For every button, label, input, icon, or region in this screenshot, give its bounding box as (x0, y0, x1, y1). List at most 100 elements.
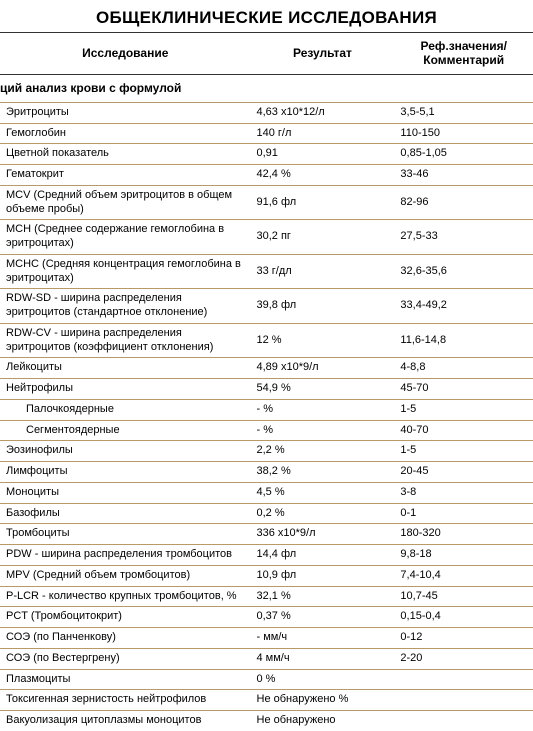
table-row: Цветной показатель0,910,85-1,05 (0, 144, 533, 165)
cell-name: Эозинофилы (0, 441, 251, 462)
table-row: PDW - ширина распределения тромбоцитов14… (0, 545, 533, 566)
cell-name: MCV (Средний объем эритроцитов в общем о… (0, 185, 251, 220)
table-row: Гемоглобин140 г/л110-150 (0, 123, 533, 144)
cell-result: Не обнаружено (251, 711, 395, 731)
header-ref: Реф.значения/ Комментарий (394, 33, 533, 75)
cell-result: 12 % (251, 323, 395, 358)
table-row: RDW-SD - ширина распределения эритроцито… (0, 289, 533, 324)
cell-result: 39,8 фл (251, 289, 395, 324)
cell-ref: 40-70 (394, 420, 533, 441)
section-label: ций анализ крови с формулой (0, 74, 533, 102)
cell-result: 336 x10*9/л (251, 524, 395, 545)
cell-ref: 1-5 (394, 441, 533, 462)
cell-name: Палочкоядерные (0, 399, 251, 420)
table-row: MCV (Средний объем эритроцитов в общем о… (0, 185, 533, 220)
cell-result: 14,4 фл (251, 545, 395, 566)
cell-name: СОЭ (по Панченкову) (0, 628, 251, 649)
table-row: СОЭ (по Вестергрену)4 мм/ч2-20 (0, 648, 533, 669)
cell-name: Плазмоциты (0, 669, 251, 690)
cell-ref: 0-12 (394, 628, 533, 649)
cell-result: 0,91 (251, 144, 395, 165)
table-row: Эозинофилы2,2 %1-5 (0, 441, 533, 462)
table-row: Вакуолизация цитоплазмы моноцитовНе обна… (0, 711, 533, 731)
cell-ref: 20-45 (394, 462, 533, 483)
cell-name: Вакуолизация цитоплазмы моноцитов (0, 711, 251, 731)
cell-ref: 9,8-18 (394, 545, 533, 566)
cell-result: - мм/ч (251, 628, 395, 649)
cell-result: 140 г/л (251, 123, 395, 144)
cell-result: 0,37 % (251, 607, 395, 628)
table-row: Базофилы0,2 %0-1 (0, 503, 533, 524)
table-row: Лейкоциты4,89 x10*9/л4-8,8 (0, 358, 533, 379)
cell-result: 10,9 фл (251, 565, 395, 586)
cell-name: Нейтрофилы (0, 379, 251, 400)
cell-ref: 45-70 (394, 379, 533, 400)
cell-result: 30,2 пг (251, 220, 395, 255)
cell-name: Эритроциты (0, 102, 251, 123)
table-row: MCHC (Средняя концентрация гемоглобина в… (0, 254, 533, 289)
cell-ref: 0,85-1,05 (394, 144, 533, 165)
cell-result: 2,2 % (251, 441, 395, 462)
table-row: RDW-CV - ширина распределения эритроцито… (0, 323, 533, 358)
table-row: Тромбоциты336 x10*9/л180-320 (0, 524, 533, 545)
cell-name: Цветной показатель (0, 144, 251, 165)
cell-result: - % (251, 399, 395, 420)
cell-name: Гемоглобин (0, 123, 251, 144)
cell-ref: 11,6-14,8 (394, 323, 533, 358)
table-row: Сегментоядерные- %40-70 (0, 420, 533, 441)
cell-name: RDW-SD - ширина распределения эритроцито… (0, 289, 251, 324)
cell-ref: 33,4-49,2 (394, 289, 533, 324)
report-title: ОБЩЕКЛИНИЧЕСКИЕ ИССЛЕДОВАНИЯ (0, 0, 533, 32)
header-result: Результат (251, 33, 395, 75)
table-header: Исследование Результат Реф.значения/ Ком… (0, 33, 533, 75)
cell-name: MCHC (Средняя концентрация гемоглобина в… (0, 254, 251, 289)
cell-ref: 3,5-5,1 (394, 102, 533, 123)
cell-name: P-LCR - количество крупных тромбоцитов, … (0, 586, 251, 607)
cell-ref: 0,15-0,4 (394, 607, 533, 628)
table-row: MPV (Средний объем тромбоцитов)10,9 фл7,… (0, 565, 533, 586)
cell-ref: 33-46 (394, 165, 533, 186)
cell-name: Тромбоциты (0, 524, 251, 545)
results-table: Исследование Результат Реф.значения/ Ком… (0, 32, 533, 731)
cell-name: MCH (Среднее содержание гемоглобина в эр… (0, 220, 251, 255)
table-row: Эритроциты4,63 x10*12/л3,5-5,1 (0, 102, 533, 123)
cell-result: 4,89 x10*9/л (251, 358, 395, 379)
cell-ref (394, 690, 533, 711)
table-row: Гематокрит42,4 %33-46 (0, 165, 533, 186)
cell-result: 33 г/дл (251, 254, 395, 289)
cell-result: 4 мм/ч (251, 648, 395, 669)
cell-result: 0,2 % (251, 503, 395, 524)
cell-result: 91,6 фл (251, 185, 395, 220)
cell-result: - % (251, 420, 395, 441)
cell-ref (394, 669, 533, 690)
table-row: Нейтрофилы54,9 %45-70 (0, 379, 533, 400)
table-row: Лимфоциты38,2 %20-45 (0, 462, 533, 483)
cell-result: 54,9 % (251, 379, 395, 400)
cell-ref: 7,4-10,4 (394, 565, 533, 586)
cell-ref: 32,6-35,6 (394, 254, 533, 289)
cell-ref: 2-20 (394, 648, 533, 669)
table-row: Плазмоциты0 % (0, 669, 533, 690)
cell-name: Лимфоциты (0, 462, 251, 483)
cell-result: 4,5 % (251, 482, 395, 503)
cell-name: Токсигенная зернистость нейтрофилов (0, 690, 251, 711)
cell-ref: 0-1 (394, 503, 533, 524)
table-row: PCT (Тромбоцитокрит)0,37 %0,15-0,4 (0, 607, 533, 628)
cell-result: 4,63 x10*12/л (251, 102, 395, 123)
cell-name: MPV (Средний объем тромбоцитов) (0, 565, 251, 586)
cell-ref: 3-8 (394, 482, 533, 503)
cell-ref: 27,5-33 (394, 220, 533, 255)
cell-result: 42,4 % (251, 165, 395, 186)
cell-result: 32,1 % (251, 586, 395, 607)
table-row: P-LCR - количество крупных тромбоцитов, … (0, 586, 533, 607)
table-row: MCH (Среднее содержание гемоглобина в эр… (0, 220, 533, 255)
cell-name: Базофилы (0, 503, 251, 524)
cell-ref: 4-8,8 (394, 358, 533, 379)
table-row: Палочкоядерные- %1-5 (0, 399, 533, 420)
table-row: Токсигенная зернистость нейтрофиловНе об… (0, 690, 533, 711)
cell-ref: 10,7-45 (394, 586, 533, 607)
cell-ref: 1-5 (394, 399, 533, 420)
section-row: ций анализ крови с формулой (0, 74, 533, 102)
cell-ref: 180-320 (394, 524, 533, 545)
cell-result: 0 % (251, 669, 395, 690)
